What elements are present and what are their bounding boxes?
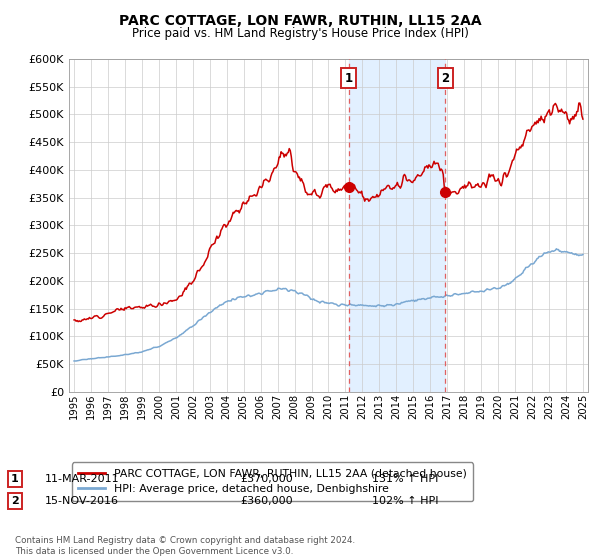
Legend: PARC COTTAGE, LON FAWR, RUTHIN, LL15 2AA (detached house), HPI: Average price, d: PARC COTTAGE, LON FAWR, RUTHIN, LL15 2AA… — [72, 463, 473, 501]
Text: 131% ↑ HPI: 131% ↑ HPI — [372, 474, 439, 484]
Text: 102% ↑ HPI: 102% ↑ HPI — [372, 496, 439, 506]
Text: 11-MAR-2011: 11-MAR-2011 — [45, 474, 119, 484]
Bar — [349, 59, 445, 392]
Text: 2: 2 — [441, 72, 449, 85]
Text: 15-NOV-2016: 15-NOV-2016 — [45, 496, 119, 506]
Text: £360,000: £360,000 — [240, 496, 293, 506]
Text: Contains HM Land Registry data © Crown copyright and database right 2024.
This d: Contains HM Land Registry data © Crown c… — [15, 536, 355, 556]
Text: 1: 1 — [11, 474, 19, 484]
Text: Price paid vs. HM Land Registry's House Price Index (HPI): Price paid vs. HM Land Registry's House … — [131, 27, 469, 40]
Text: 1: 1 — [344, 72, 353, 85]
Text: 2: 2 — [11, 496, 19, 506]
Text: £370,000: £370,000 — [240, 474, 293, 484]
Text: PARC COTTAGE, LON FAWR, RUTHIN, LL15 2AA: PARC COTTAGE, LON FAWR, RUTHIN, LL15 2AA — [119, 14, 481, 28]
